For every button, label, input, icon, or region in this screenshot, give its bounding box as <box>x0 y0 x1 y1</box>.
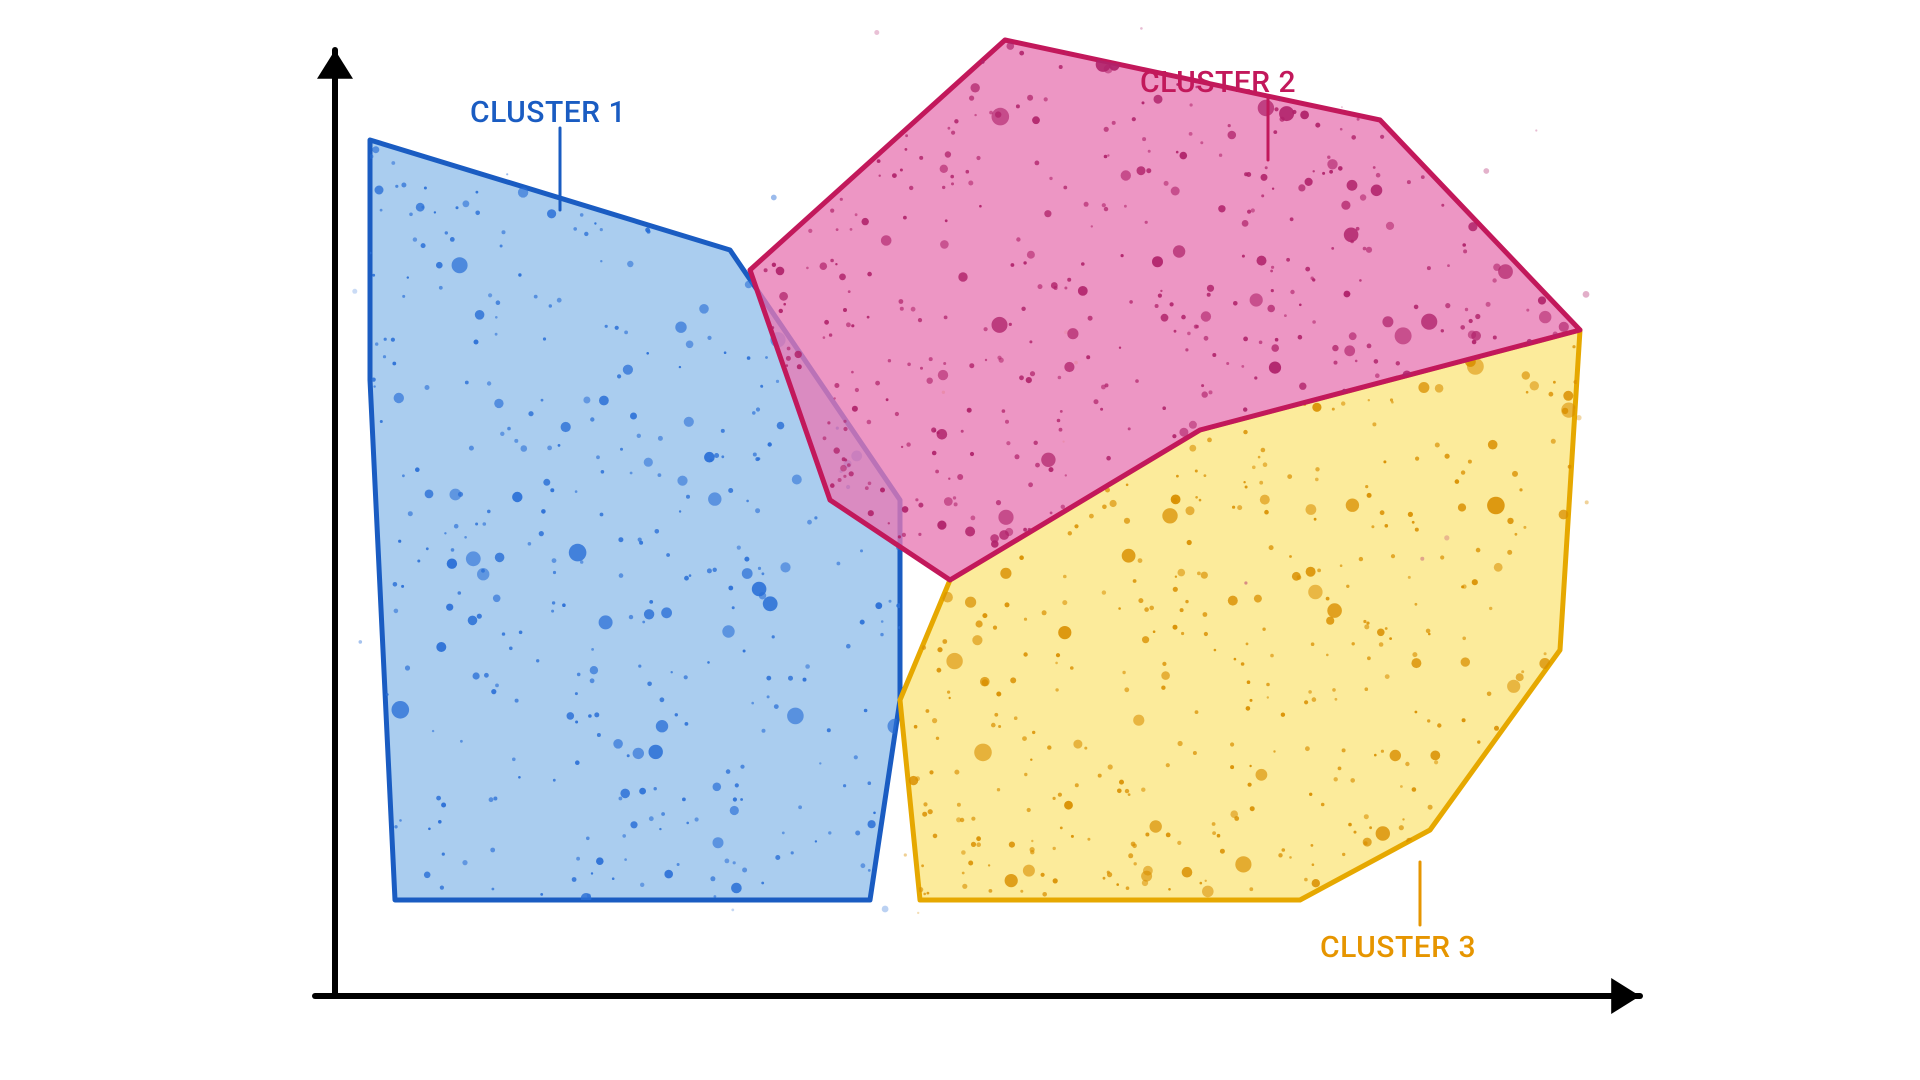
cluster2-label: CLUSTER 2 <box>1140 65 1296 100</box>
diagram-stage: CLUSTER 1 CLUSTER 2 CLUSTER 3 <box>0 0 1920 1080</box>
clusters-group <box>352 27 1589 914</box>
cluster1-label: CLUSTER 1 <box>470 95 626 130</box>
cluster-chart <box>0 0 1920 1080</box>
cluster3-label: CLUSTER 3 <box>1320 930 1476 965</box>
